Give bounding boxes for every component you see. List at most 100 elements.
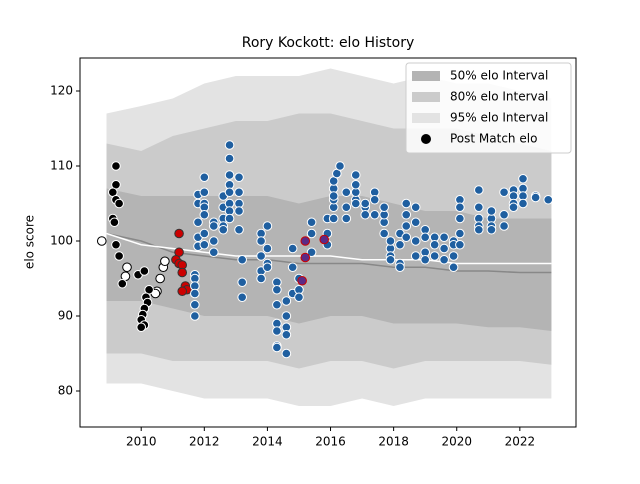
elo-point [174, 228, 184, 239]
elo-point [199, 239, 210, 250]
elo-point [234, 206, 244, 216]
elo-point [306, 247, 317, 258]
elo-point [294, 292, 304, 303]
y-tick-label: 90 [58, 309, 73, 323]
y-tick-label: 120 [50, 84, 73, 98]
elo-point [499, 187, 509, 198]
elo-point [455, 239, 465, 250]
elo-point [272, 342, 282, 353]
elo-point [199, 209, 210, 220]
elo-point [518, 173, 528, 184]
chart-title: Rory Kockott: elo History [242, 35, 415, 51]
elo-point [190, 311, 200, 321]
elo-point [237, 254, 247, 265]
elo-point [272, 299, 282, 310]
elo-point [486, 224, 497, 235]
elo-point [401, 232, 412, 243]
elo-point [262, 262, 273, 273]
elo-point [410, 236, 421, 246]
elo-point [429, 251, 440, 261]
elo-point [439, 243, 449, 254]
elo-point [455, 228, 465, 239]
elo-point [401, 221, 412, 231]
legend-label: 95% elo Interval [450, 111, 548, 125]
elo-point [281, 348, 292, 359]
elo-point [109, 217, 120, 228]
elo-point [474, 185, 484, 195]
legend-marker [421, 134, 431, 144]
elo-point [439, 254, 449, 265]
elo-point [224, 140, 235, 150]
elo-point [306, 217, 317, 228]
elo-line [106, 232, 552, 265]
elo-point [155, 273, 165, 284]
x-tick-label: 2014 [252, 435, 283, 449]
elo-point [319, 234, 330, 245]
elo-point [530, 192, 541, 203]
elo-point [111, 161, 121, 171]
elo-point [237, 277, 247, 288]
elo-point [379, 202, 389, 213]
elo-point [499, 209, 509, 220]
elo-point [224, 170, 235, 180]
elo-point [122, 262, 132, 273]
legend: 50% elo Interval 80% elo Interval 95% elo … [405, 62, 572, 154]
elo-point [395, 239, 405, 250]
elo-point [114, 198, 124, 209]
elo-point [350, 179, 361, 190]
elo-point [281, 296, 292, 306]
elo-point [385, 236, 396, 246]
elo-point [272, 326, 282, 336]
elo-point [208, 236, 219, 246]
x-tick-label: 2012 [189, 435, 220, 449]
elo-point [448, 251, 459, 261]
elo-point [224, 153, 235, 164]
elo-point [455, 202, 465, 213]
elo-point [335, 161, 345, 171]
elo-point [486, 206, 497, 216]
elo-point [300, 252, 311, 263]
elo-point [256, 273, 266, 284]
legend-label: Post Match elo [450, 132, 537, 146]
legend-label: 50% elo Interval [450, 69, 548, 83]
elo-point [350, 170, 361, 180]
elo-point [117, 278, 128, 289]
elo-point [297, 275, 307, 286]
elo-point [350, 198, 361, 209]
elo-point [139, 266, 150, 276]
x-tick-label: 2018 [378, 435, 409, 449]
legend-label: 80% elo Interval [450, 90, 548, 104]
elo-point [410, 202, 421, 213]
elo-point [341, 213, 352, 224]
elo-point [234, 172, 244, 183]
elo-point [448, 262, 459, 273]
elo-point [177, 286, 188, 297]
elo-point [328, 213, 339, 224]
elo-point [508, 202, 519, 213]
elo-point [234, 187, 244, 198]
elo-point [439, 232, 449, 243]
elo-point [474, 202, 484, 213]
elo-point [410, 251, 421, 261]
elo-point [281, 311, 292, 321]
elo-point [234, 224, 244, 235]
x-tick-label: 2016 [315, 435, 346, 449]
elo-point [518, 198, 528, 209]
elo-point [474, 224, 484, 235]
elo-point [379, 228, 389, 239]
elo-point [262, 221, 273, 231]
elo-point [420, 254, 430, 265]
elo-point [300, 236, 311, 246]
elo-point [499, 221, 509, 231]
legend-swatch [412, 92, 440, 102]
elo-point [369, 209, 380, 220]
elo-point [111, 239, 121, 250]
elo-point [543, 194, 554, 205]
plot-frame [79, 57, 577, 428]
y-axis-label: elo score [23, 215, 37, 269]
elo-point [328, 191, 339, 201]
elo-point [224, 213, 235, 224]
x-tick-label: 2010 [126, 435, 157, 449]
elo-point [114, 251, 124, 261]
